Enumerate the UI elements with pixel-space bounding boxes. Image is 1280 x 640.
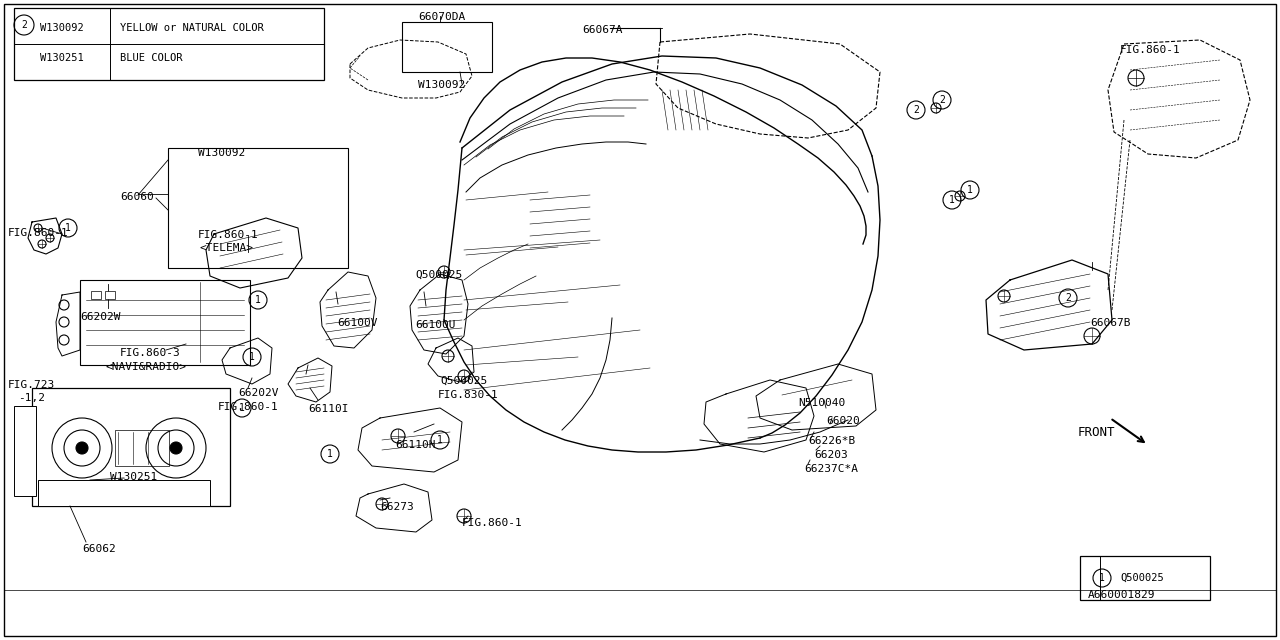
- Text: 66202V: 66202V: [238, 388, 279, 398]
- Text: YELLOW or NATURAL COLOR: YELLOW or NATURAL COLOR: [120, 23, 264, 33]
- Text: 66237C*A: 66237C*A: [804, 464, 858, 474]
- Circle shape: [170, 442, 182, 454]
- Text: FIG.860-1: FIG.860-1: [218, 402, 279, 412]
- Text: FIG.860-3: FIG.860-3: [120, 348, 180, 358]
- Text: 66273: 66273: [380, 502, 413, 512]
- Text: 66067B: 66067B: [1091, 318, 1130, 328]
- Text: FRONT: FRONT: [1078, 426, 1115, 439]
- Text: 2: 2: [913, 105, 919, 115]
- Text: 66203: 66203: [814, 450, 847, 460]
- Bar: [79, 280, 250, 365]
- Bar: [1080, 556, 1210, 600]
- Bar: [91, 291, 101, 299]
- Text: 1: 1: [968, 185, 973, 195]
- Text: FIG.860-1: FIG.860-1: [198, 230, 259, 240]
- Text: 1: 1: [948, 195, 955, 205]
- Text: 66067A: 66067A: [582, 25, 622, 35]
- Text: N510040: N510040: [797, 398, 845, 408]
- Bar: [32, 388, 230, 506]
- Circle shape: [76, 442, 88, 454]
- Text: 1: 1: [250, 352, 255, 362]
- Text: Q500025: Q500025: [1120, 573, 1164, 583]
- Text: FIG.723: FIG.723: [8, 380, 55, 390]
- Text: -1,2: -1,2: [18, 393, 45, 403]
- Text: 1: 1: [1100, 573, 1105, 583]
- Bar: [115, 430, 169, 466]
- Text: W130092: W130092: [419, 80, 465, 90]
- Bar: [168, 148, 348, 268]
- Text: 66202W: 66202W: [79, 312, 120, 322]
- Text: FIG.860-1: FIG.860-1: [8, 228, 69, 238]
- Text: 66060: 66060: [120, 192, 154, 202]
- Text: W130251: W130251: [40, 53, 83, 63]
- Text: 1: 1: [328, 449, 333, 459]
- Text: 66110H: 66110H: [396, 440, 435, 450]
- Text: FIG.860-1: FIG.860-1: [462, 518, 522, 528]
- Text: FIG.860-1: FIG.860-1: [1120, 45, 1180, 55]
- Text: W130092: W130092: [40, 23, 83, 33]
- Bar: [14, 8, 324, 80]
- Text: <NAVI&RADIO>: <NAVI&RADIO>: [106, 362, 187, 372]
- Bar: [38, 480, 210, 506]
- Text: FIG.830-1: FIG.830-1: [438, 390, 499, 400]
- Text: BLUE COLOR: BLUE COLOR: [120, 53, 183, 63]
- Text: 66020: 66020: [826, 416, 860, 426]
- Text: Q500025: Q500025: [440, 376, 488, 386]
- Text: 1: 1: [239, 403, 244, 413]
- Text: 66110I: 66110I: [308, 404, 348, 414]
- Bar: [402, 22, 492, 72]
- Text: 1: 1: [436, 435, 443, 445]
- Text: 66070DA: 66070DA: [419, 12, 465, 22]
- Text: 2: 2: [20, 20, 27, 30]
- Text: 66226*B: 66226*B: [808, 436, 855, 446]
- Text: W130092: W130092: [198, 148, 246, 158]
- Text: 66062: 66062: [82, 544, 115, 554]
- Bar: [14, 406, 36, 496]
- Text: <TELEMA>: <TELEMA>: [200, 243, 253, 253]
- Text: A660001829: A660001829: [1088, 590, 1156, 600]
- Text: W130251: W130251: [110, 472, 157, 482]
- Text: Q500025: Q500025: [415, 270, 462, 280]
- Text: 1: 1: [255, 295, 261, 305]
- Text: 2: 2: [940, 95, 945, 105]
- Bar: [105, 291, 115, 299]
- Text: 66100V: 66100V: [337, 318, 378, 328]
- Text: 1: 1: [65, 223, 70, 233]
- Text: 2: 2: [1065, 293, 1071, 303]
- Text: 66100U: 66100U: [415, 320, 456, 330]
